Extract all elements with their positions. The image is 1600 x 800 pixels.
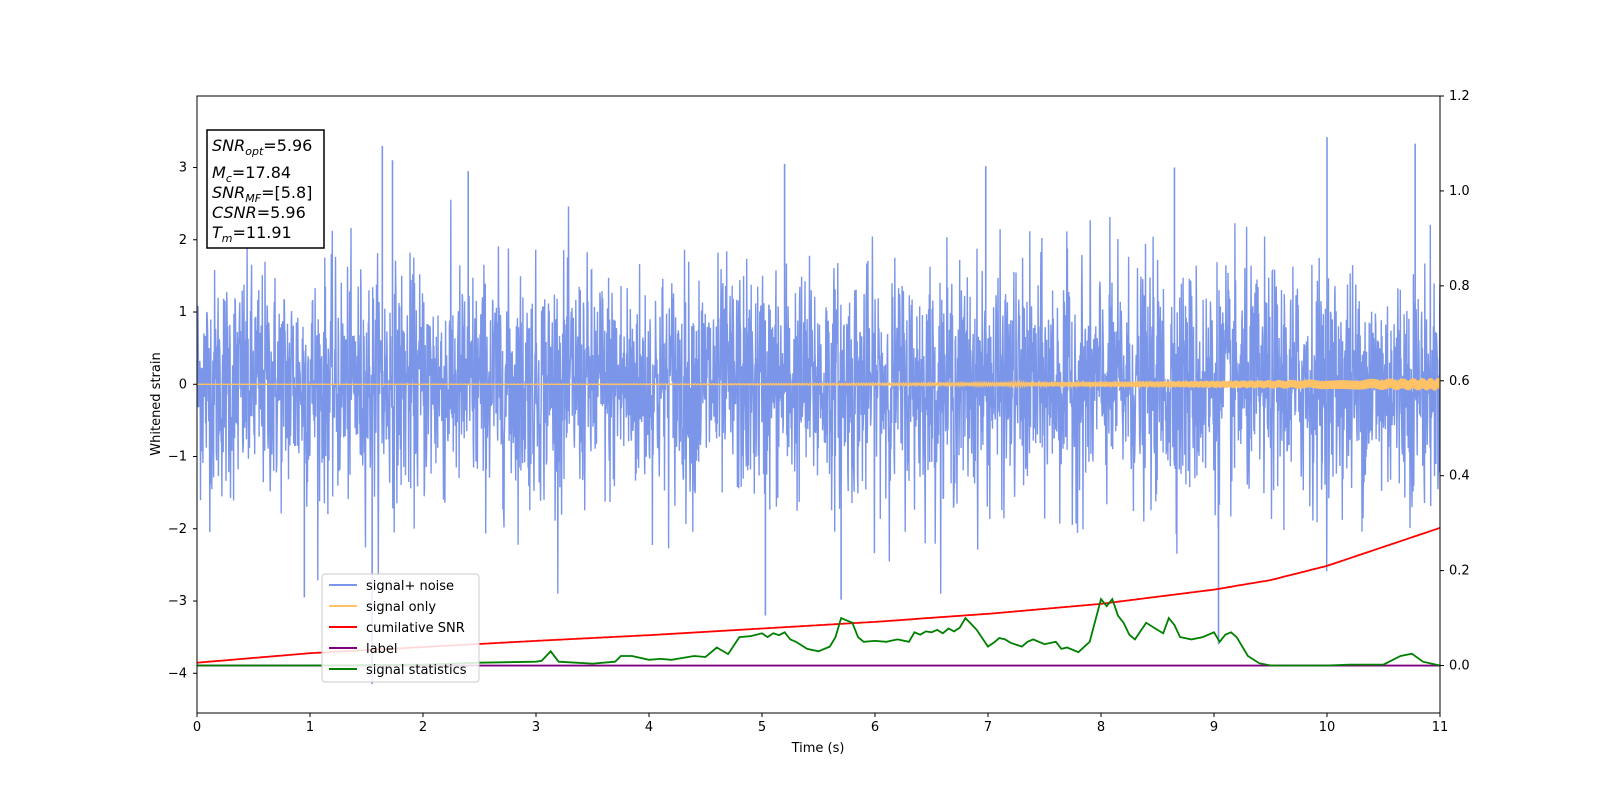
info-csnr: CSNR=5.96: [212, 203, 306, 222]
y2-tick-label: 1.2: [1449, 89, 1470, 104]
series-signal-noise: [197, 199, 1440, 594]
x-tick-label: 5: [758, 720, 766, 735]
info-box: SNRopt=5.96 Mc=17.84 SNRMF=[5.8] CSNR=5.…: [206, 129, 325, 249]
info-tm: Tm=11.91: [212, 223, 292, 245]
y2-tick-label: 0.2: [1449, 564, 1470, 579]
legend-label-label: label: [366, 642, 397, 657]
series-signal-only: [197, 377, 1440, 391]
series-signal-statistics: [197, 597, 1440, 667]
legend-label-stats: signal statistics: [366, 663, 467, 678]
y-tick-label: 1: [179, 305, 187, 320]
plot-frame: [196, 95, 1441, 714]
y-tick-label: −1: [168, 450, 187, 465]
info-snr-mf: SNRMF=[5.8]: [212, 183, 312, 205]
y2-tick-label: 0.0: [1449, 659, 1470, 674]
legend-label-noise: signal+ noise: [366, 579, 454, 594]
x-tick-label: 7: [984, 720, 992, 735]
info-snr-opt: SNRopt=5.96: [212, 136, 312, 158]
legend-label-signal: signal only: [366, 600, 436, 615]
x-tick-label: 10: [1319, 720, 1336, 735]
x-tick-label: 3: [532, 720, 540, 735]
x-tick-label: 4: [645, 720, 653, 735]
y-axis-title: Whitened strain: [149, 352, 164, 455]
x-tick-label: 2: [419, 720, 427, 735]
legend: signal+ noise signal only cumilative SNR…: [321, 573, 480, 683]
x-tick-label: 0: [193, 720, 201, 735]
y-tick-label: 3: [179, 161, 187, 176]
x-tick-label: 8: [1097, 720, 1105, 735]
y2-tick-label: 0.4: [1449, 469, 1470, 484]
info-mc: Mc=17.84: [212, 163, 291, 185]
y-tick-label: −4: [168, 666, 187, 681]
x-tick-label: 6: [871, 720, 879, 735]
y2-tick-label: 0.8: [1449, 279, 1470, 294]
y-tick-label: −2: [168, 522, 187, 537]
legend-label-csnr: cumilative SNR: [366, 621, 465, 636]
x-axis-title: Time (s): [791, 741, 845, 756]
x-tick-label: 11: [1432, 720, 1449, 735]
y2-tick-label: 0.6: [1449, 374, 1470, 389]
x-tick-label: 9: [1210, 720, 1218, 735]
axes: 0 1 2 3 4 5 6 7 8 9 10 113210−1−2−3−41.21.00.80.60.…: [168, 89, 1470, 735]
y2-tick-label: 1.0: [1449, 184, 1470, 199]
plot-area: [197, 137, 1440, 685]
x-tick-label: 1: [306, 720, 314, 735]
y-tick-label: 0: [179, 377, 187, 392]
y-tick-label: 2: [179, 233, 187, 248]
y-tick-label: −3: [168, 594, 187, 609]
